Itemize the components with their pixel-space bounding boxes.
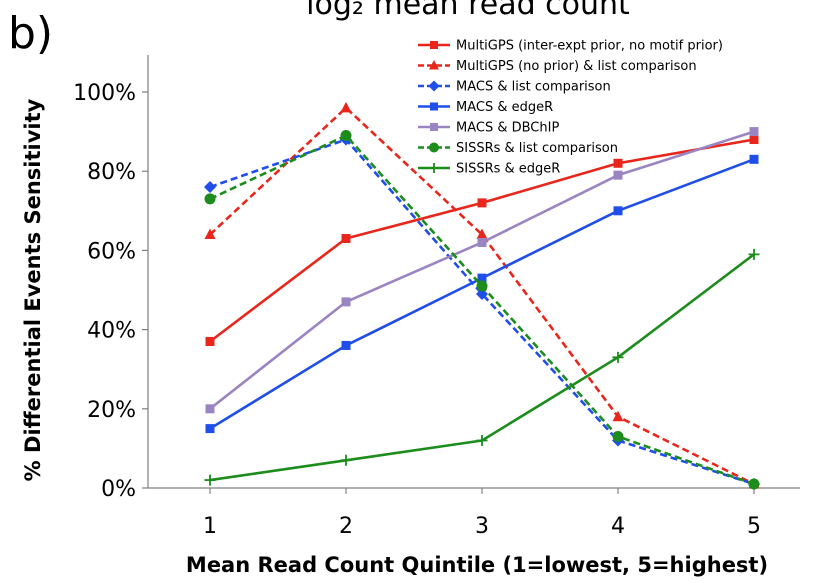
x-tick-label: 4 [611,514,625,539]
data-point [749,154,759,164]
y-tick-label: 0% [101,477,136,502]
data-point [430,123,438,131]
legend-label: MACS & edgeR [456,100,553,115]
legend-item: MACS & edgeR [418,100,553,115]
legend-label: MACS & DBChIP [456,121,559,136]
y-tick-label: 80% [87,160,136,185]
data-point [204,228,216,240]
x-axis-title: Mean Read Count Quintile (1=lowest, 5=hi… [186,553,768,577]
legend-label: SISSRs & edgeR [456,162,560,177]
legend-label: MultiGPS (inter-expt prior, no motif pri… [456,39,723,54]
y-tick-label: 100% [73,81,136,106]
data-point [205,424,215,434]
data-point [748,478,760,490]
data-point [429,60,439,70]
series [205,127,759,414]
data-point [613,158,623,168]
legend-label: MACS & list comparison [456,80,611,95]
x-tick-label: 3 [475,514,489,539]
data-point [341,234,351,244]
data-point [476,280,488,292]
x-tick-label: 5 [747,514,761,539]
data-point [340,130,352,142]
data-point [749,135,759,145]
data-point [429,163,439,173]
data-point [613,206,623,216]
cut-off-top-title: log₂ mean read count [306,0,630,22]
data-point [476,434,488,446]
data-point [340,454,352,466]
data-point [477,273,487,283]
x-tick-label: 1 [203,514,217,539]
legend-item: MultiGPS (no prior) & list comparison [418,59,697,74]
series-line [209,138,755,486]
data-point [748,248,760,260]
series [205,135,759,346]
x-tick-label: 2 [339,514,353,539]
data-point [204,474,216,486]
data-point [476,228,488,240]
legend-label: MultiGPS (no prior) & list comparison [456,59,697,74]
legend-item: MACS & list comparison [418,80,611,95]
data-point [205,404,215,414]
series-line [209,134,755,486]
data-point [749,127,759,137]
series [204,130,760,490]
legend: MultiGPS (inter-expt prior, no motif pri… [418,39,723,177]
data-point [612,410,624,422]
legend-label: SISSRs & list comparison [456,141,618,156]
data-point [341,340,351,350]
data-point [612,431,624,443]
axes: 0% 20% 40% 60% 80% 100% 1 2 3 4 5 [73,55,800,539]
y-axis-title: % Differential Events Sensitivity [21,98,45,481]
y-tick-label: 60% [87,239,136,264]
data-point [205,336,215,346]
data-point [477,198,487,208]
data-point [341,297,351,307]
legend-item: SISSRs & edgeR [418,162,560,177]
data-point [428,80,440,92]
y-tick-label: 40% [87,319,136,344]
data-point [613,170,623,180]
panel-label: b) [8,8,53,59]
series [205,154,759,434]
data-point [477,237,487,247]
data-point [340,101,352,113]
data-point [430,41,438,49]
data-point [204,193,216,205]
series-line [209,106,755,486]
data-point [612,351,624,363]
legend-item: SISSRs & list comparison [418,141,618,156]
data-point [429,142,439,153]
data-point [204,181,216,194]
legend-item: MultiGPS (inter-expt prior, no motif pri… [418,39,723,54]
data-point [430,102,438,111]
series [204,248,760,486]
legend-item: MACS & DBChIP [418,121,559,136]
y-tick-label: 20% [87,398,136,423]
series-layer [204,101,760,491]
